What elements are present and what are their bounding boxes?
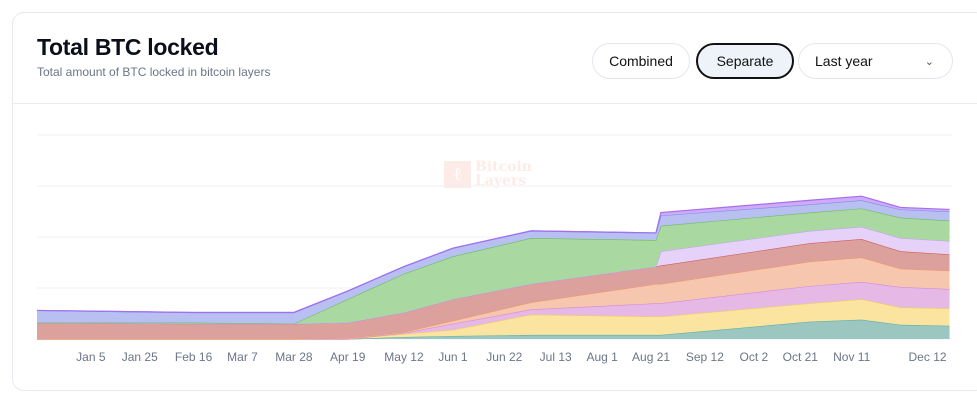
x-tick-label: Feb 16 [175, 350, 213, 364]
x-tick-label: Jul 13 [540, 350, 572, 364]
x-tick-label: Aug 1 [586, 350, 618, 364]
watermark-logo: ℓ Bitcoin Layers [444, 160, 532, 188]
area-series-5 [37, 239, 950, 339]
x-tick-label: Jan 5 [76, 350, 106, 364]
range-select[interactable]: Last year ⌄ [798, 43, 953, 79]
area-series-4 [37, 257, 950, 339]
chevron-down-icon: ⌄ [924, 55, 934, 68]
chart-title: Total BTC locked [37, 34, 219, 60]
area-series-7 [37, 208, 950, 324]
range-select-value: Last year [815, 53, 873, 69]
area-series-1 [37, 319, 950, 339]
x-tick-label: Jun 22 [486, 350, 522, 364]
combined-button[interactable]: Combined [592, 43, 690, 79]
x-tick-label: Nov 11 [833, 350, 870, 364]
x-tick-label: May 12 [384, 350, 424, 364]
x-tick-label: Dec 12 [909, 350, 947, 364]
x-tick-label: Jun 1 [438, 350, 468, 364]
area-series-6 [37, 226, 950, 324]
separate-button[interactable]: Separate [696, 43, 794, 79]
bitcoin-layers-logo-icon: ℓ [444, 160, 471, 188]
x-tick-label: Mar 7 [227, 350, 258, 364]
chart-subtitle: Total amount of BTC locked in bitcoin la… [37, 65, 271, 79]
x-tick-label: Oct 21 [783, 350, 819, 364]
x-tick-label: Jan 25 [122, 350, 158, 364]
x-tick-label: Mar 28 [275, 350, 313, 364]
area-series-line-9 [36, 195, 950, 314]
area-series-2 [37, 299, 950, 339]
area-series-3 [37, 281, 950, 339]
x-tick-label: Aug 21 [632, 350, 670, 364]
x-tick-label: Sep 12 [686, 350, 724, 364]
x-tick-label: Oct 2 [739, 350, 768, 364]
x-tick-label: Apr 19 [330, 350, 366, 364]
header-divider [13, 103, 977, 104]
